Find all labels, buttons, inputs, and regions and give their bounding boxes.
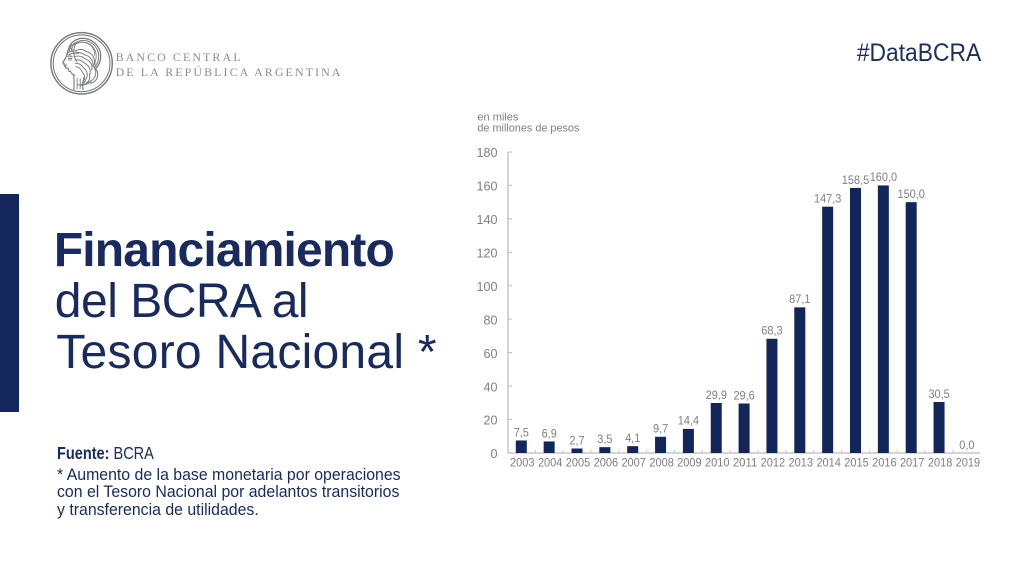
svg-text:87,1: 87,1 xyxy=(789,292,811,306)
svg-text:40: 40 xyxy=(484,379,498,394)
svg-text:4,1: 4,1 xyxy=(625,431,640,445)
svg-text:2010: 2010 xyxy=(705,456,730,470)
svg-text:60: 60 xyxy=(484,346,498,361)
svg-text:150,0: 150,0 xyxy=(898,187,926,201)
svg-text:80: 80 xyxy=(484,312,498,327)
svg-text:9,7: 9,7 xyxy=(653,422,668,436)
svg-text:2013: 2013 xyxy=(789,456,814,470)
svg-text:2016: 2016 xyxy=(872,456,897,470)
svg-text:30,5: 30,5 xyxy=(928,387,950,401)
svg-text:120: 120 xyxy=(477,246,498,261)
svg-text:de millones de pesos: de millones de pesos xyxy=(477,123,579,135)
svg-text:20: 20 xyxy=(484,413,498,428)
svg-text:29,9: 29,9 xyxy=(706,388,728,402)
svg-text:2018: 2018 xyxy=(928,456,953,470)
svg-text:68,3: 68,3 xyxy=(761,324,783,338)
svg-text:en miles: en miles xyxy=(477,111,518,123)
svg-text:160,0: 160,0 xyxy=(870,170,898,184)
svg-text:158,5: 158,5 xyxy=(842,173,870,187)
svg-text:140: 140 xyxy=(477,212,498,227)
svg-text:2012: 2012 xyxy=(761,456,786,470)
svg-text:2003: 2003 xyxy=(510,456,535,470)
svg-text:2005: 2005 xyxy=(566,456,591,470)
svg-text:2015: 2015 xyxy=(844,456,869,470)
svg-text:2014: 2014 xyxy=(816,456,841,470)
svg-text:160: 160 xyxy=(477,179,498,194)
svg-text:2004: 2004 xyxy=(538,456,563,470)
svg-text:0,0: 0,0 xyxy=(959,438,974,452)
svg-text:2017: 2017 xyxy=(900,456,925,470)
svg-text:2009: 2009 xyxy=(677,456,702,470)
svg-text:100: 100 xyxy=(477,279,498,294)
svg-text:147,3: 147,3 xyxy=(814,192,842,206)
svg-text:29,6: 29,6 xyxy=(733,388,755,402)
svg-text:2008: 2008 xyxy=(649,456,674,470)
svg-text:0: 0 xyxy=(491,446,498,461)
svg-text:7,5: 7,5 xyxy=(514,425,529,439)
svg-text:2,7: 2,7 xyxy=(569,433,584,447)
svg-text:3,5: 3,5 xyxy=(597,432,612,446)
svg-text:2007: 2007 xyxy=(621,456,646,470)
svg-text:180: 180 xyxy=(477,145,498,160)
svg-text:2011: 2011 xyxy=(733,456,758,470)
svg-text:14,4: 14,4 xyxy=(678,414,700,428)
svg-text:6,9: 6,9 xyxy=(542,426,557,440)
svg-text:2019: 2019 xyxy=(956,456,981,470)
svg-text:2006: 2006 xyxy=(594,456,619,470)
